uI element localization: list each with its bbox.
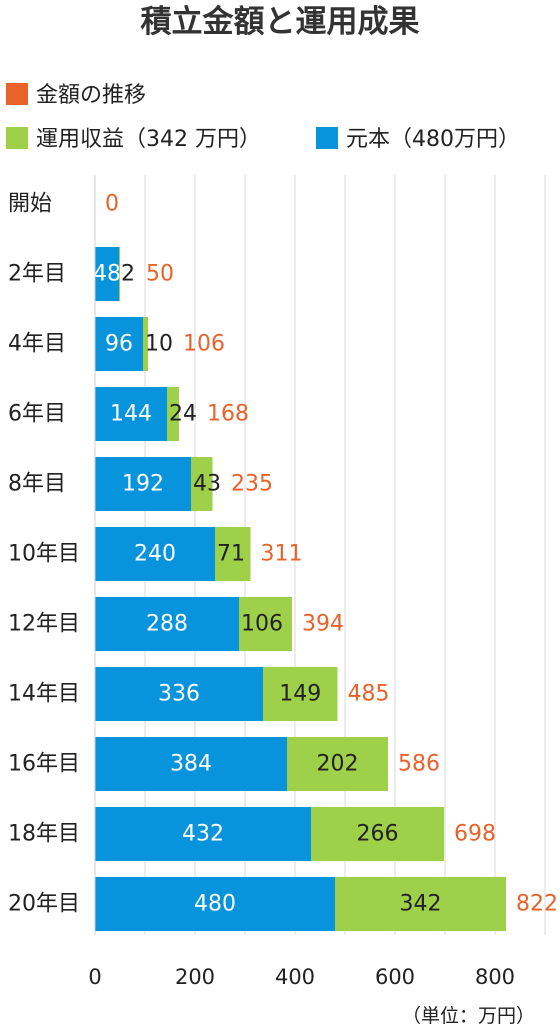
legend-swatch-profit [6, 127, 28, 149]
bar-profit [119, 247, 120, 301]
legend: 金額の推移 運用収益（342 万円） 元本（480万円） [6, 83, 520, 152]
bar-principal [95, 247, 119, 301]
bars [95, 247, 506, 931]
legend-swatch-total [6, 83, 28, 105]
bar-principal [95, 387, 167, 441]
data-label-principal: 192 [122, 472, 164, 497]
category-label: 6年目 [8, 402, 66, 427]
data-label-principal: 432 [182, 822, 224, 847]
category-label: 2年目 [8, 262, 66, 287]
category-label: 14年目 [8, 682, 80, 707]
x-tick-label: 200 [175, 965, 215, 989]
gridlines [144, 175, 546, 935]
legend-label-total: 金額の推移 [36, 83, 146, 108]
bar-profit [287, 737, 388, 791]
bar-principal [95, 597, 239, 651]
data-label-profit: 10 [145, 332, 173, 357]
data-label-total: 586 [398, 752, 440, 777]
data-label-total: 168 [207, 402, 249, 427]
bar-profit [191, 457, 213, 511]
category-label: 18年目 [8, 822, 80, 847]
data-label-profit: 24 [169, 402, 197, 427]
data-label-profit: 202 [317, 752, 359, 777]
x-tick-label: 400 [275, 965, 315, 989]
labels: 開始 0 2年目 48 2 50 4年目 96 10 106 6年目 144 24 168 8年目 192 43… [8, 192, 558, 917]
data-label-principal: 288 [146, 612, 188, 637]
bar-profit [311, 807, 444, 861]
bar-profit [143, 317, 148, 371]
category-label: 20年目 [8, 892, 80, 917]
data-label-profit: 266 [357, 822, 399, 847]
data-label-profit: 71 [217, 542, 245, 567]
category-label: 8年目 [8, 472, 66, 497]
data-label-principal: 384 [170, 752, 212, 777]
bar-principal [95, 807, 311, 861]
data-label-principal: 336 [158, 682, 200, 707]
bar-principal [95, 877, 335, 931]
bar-principal [95, 667, 263, 721]
x-tick-label: 800 [475, 965, 515, 989]
bar-profit [335, 877, 506, 931]
data-label-principal: 240 [134, 542, 176, 567]
x-axis: 0 200 400 600 800 [88, 175, 515, 989]
data-label-principal: 480 [194, 892, 236, 917]
chart-title: 積立金額と運用成果 [141, 4, 420, 40]
data-label-principal: 48 [93, 262, 121, 287]
bar-principal [95, 737, 287, 791]
bar-principal [95, 527, 215, 581]
data-label-profit: 43 [193, 472, 221, 497]
data-label-profit: 106 [241, 612, 283, 637]
data-label-total: 485 [348, 682, 390, 707]
legend-label-profit: 運用収益（342 万円） [36, 127, 261, 152]
bar-principal [95, 457, 191, 511]
bar-profit [167, 387, 179, 441]
bar-profit [215, 527, 251, 581]
data-label-profit: 149 [279, 682, 321, 707]
data-label-total: 311 [261, 542, 303, 567]
bar-profit [263, 667, 338, 721]
data-label-principal: 144 [110, 402, 152, 427]
category-label: 12年目 [8, 612, 80, 637]
data-label-total: 698 [454, 822, 496, 847]
data-label-total: 394 [302, 612, 344, 637]
category-label: 16年目 [8, 752, 80, 777]
x-tick-label: 0 [88, 965, 101, 989]
data-label-profit: 342 [400, 892, 442, 917]
data-label-total: 0 [105, 192, 119, 217]
legend-label-principal: 元本（480万円） [346, 127, 520, 152]
bar-principal [95, 317, 143, 371]
x-tick-label: 600 [375, 965, 415, 989]
legend-swatch-principal [316, 127, 338, 149]
data-label-principal: 96 [105, 332, 133, 357]
data-label-profit: 2 [121, 262, 135, 287]
data-label-total: 50 [146, 262, 174, 287]
category-label: 10年目 [8, 542, 80, 567]
data-label-total: 106 [183, 332, 225, 357]
category-label: 4年目 [8, 332, 66, 357]
unit-label: （単位：万円） [402, 1005, 535, 1027]
data-label-total: 235 [231, 472, 273, 497]
data-label-total: 822 [516, 892, 558, 917]
category-label: 開始 [8, 192, 52, 217]
bar-profit [239, 597, 292, 651]
